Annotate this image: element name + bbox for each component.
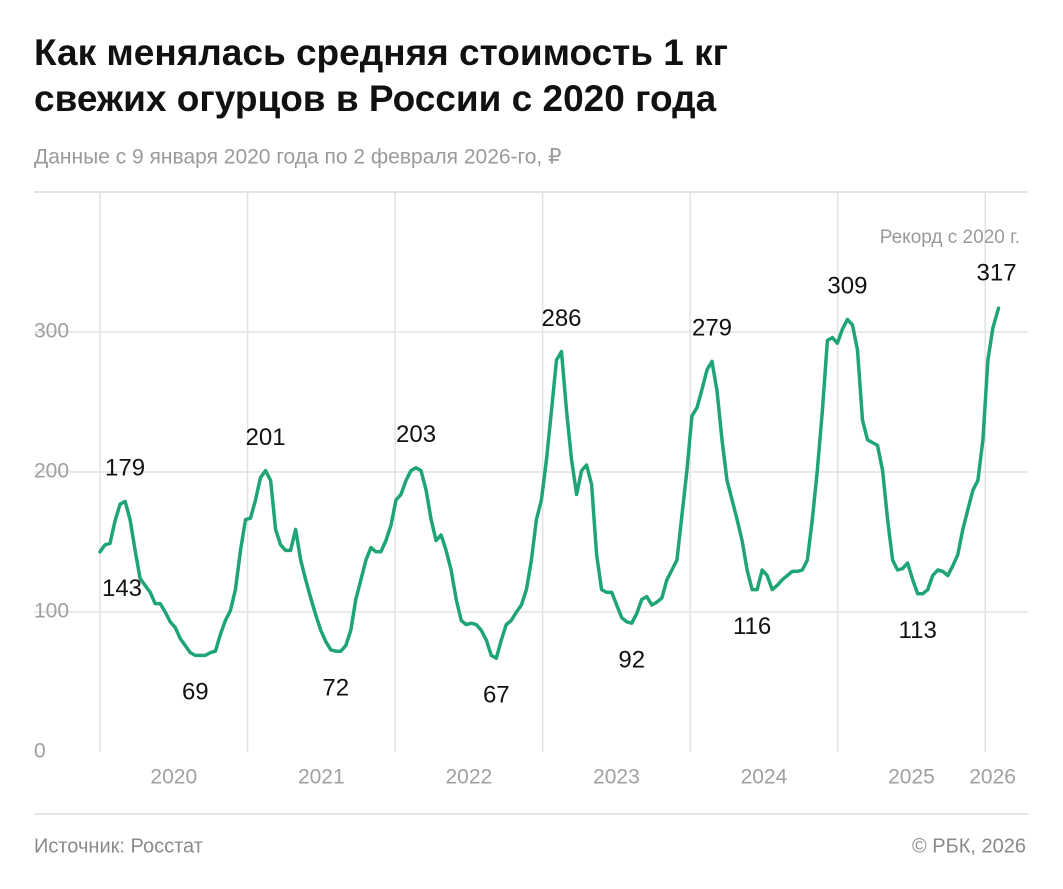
x-tick-label: 2023: [593, 766, 640, 789]
chart-title: Как менялась средняя стоимость 1 кг свежи…: [34, 32, 728, 119]
x-tick-label: 2026: [969, 766, 1016, 789]
y-tick-label: 0: [34, 740, 46, 763]
y-tick-label: 200: [34, 460, 69, 483]
title-line: Как менялась средняя стоимость 1 кг: [34, 32, 728, 73]
value-label: 203: [396, 421, 436, 448]
x-tick-label: 2024: [741, 766, 788, 789]
y-tick-label: 100: [34, 600, 69, 623]
value-label: 279: [692, 315, 732, 342]
subtitle: Данные с 9 января 2020 года по 2 февраля…: [34, 146, 561, 169]
price-line: [98, 306, 1001, 660]
source: Источник: Росстат: [34, 835, 203, 857]
value-label: 113: [899, 617, 937, 644]
value-label: 309: [827, 273, 867, 300]
x-tick-label: 2022: [445, 766, 492, 789]
value-label: 317: [977, 260, 1017, 287]
value-label: 143: [102, 575, 142, 602]
value-label: 201: [246, 424, 286, 451]
x-tick-label: 2025: [888, 766, 935, 789]
copyright: © РБК, 2026: [912, 835, 1026, 857]
value-label: 72: [322, 675, 349, 702]
value-label: 116: [733, 613, 771, 640]
value-label: 67: [483, 682, 510, 709]
annotation: Рекорд с 2020 г.: [880, 227, 1020, 248]
x-tick-label: 2021: [298, 766, 345, 789]
value-label: 286: [541, 305, 581, 332]
value-label: 179: [105, 455, 145, 482]
y-tick-label: 300: [34, 320, 69, 343]
value-label: 92: [618, 647, 645, 674]
value-label: 69: [182, 679, 209, 706]
x-tick-label: 2020: [150, 766, 197, 789]
title-line: свежих огурцов в России с 2020 года: [34, 78, 717, 119]
